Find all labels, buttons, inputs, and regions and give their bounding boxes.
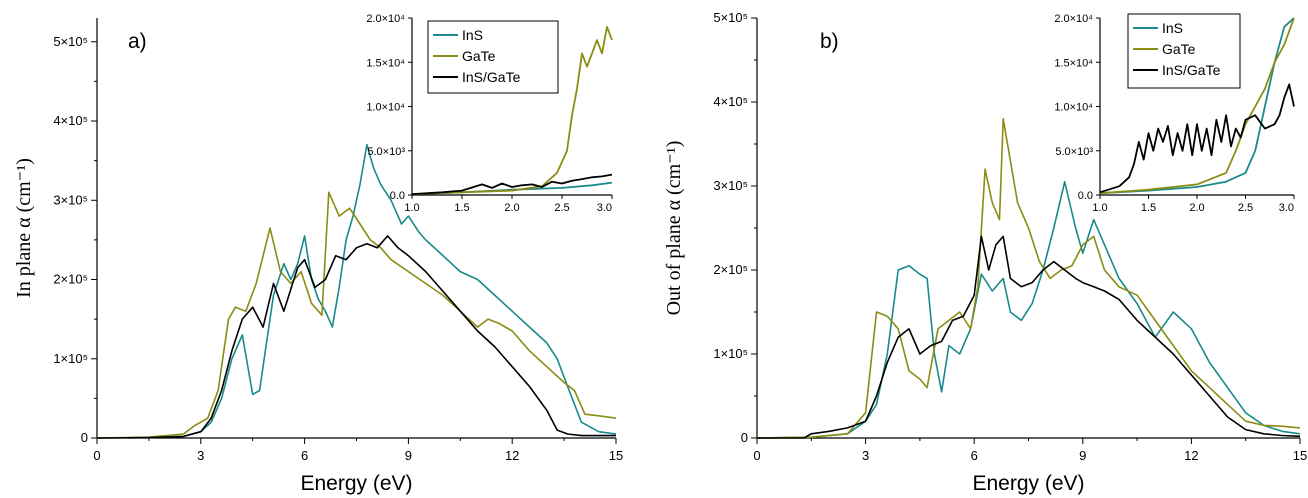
y-tick-label: 3×10⁵ bbox=[53, 192, 88, 207]
x-tick-label: 9 bbox=[405, 448, 412, 463]
inset-x-tick-label: 3.0 bbox=[597, 202, 612, 214]
inset-series-line-ins-gate bbox=[1099, 83, 1295, 194]
x-tick-label: 0 bbox=[93, 448, 100, 463]
legend-label: InS bbox=[462, 27, 483, 43]
series-line-ins-gate bbox=[96, 235, 616, 439]
inset-x-tick-label: 3.0 bbox=[1279, 202, 1294, 214]
x-tick-label: 3 bbox=[197, 448, 204, 463]
plot-area bbox=[96, 144, 617, 439]
inset-y-tick-label: 2.0×10⁴ bbox=[366, 13, 405, 25]
inset-x-tick-label: 2.5 bbox=[554, 202, 569, 214]
y-tick-label: 1×10⁵ bbox=[53, 351, 88, 366]
x-axis-title: Energy (eV) bbox=[972, 472, 1084, 495]
panel-label: b) bbox=[820, 30, 839, 53]
y-tick-label: 0 bbox=[741, 430, 748, 445]
y-axis-title: Out of plane α (cm⁻¹) bbox=[663, 141, 685, 316]
inset-y-tick-label: 2.0×10⁴ bbox=[1054, 13, 1093, 25]
inset-y-tick-label: 0.0 bbox=[390, 190, 405, 202]
legend-label: InS bbox=[1162, 20, 1183, 36]
inset-y-tick-label: 0.0 bbox=[1078, 190, 1093, 202]
legend-label: GaTe bbox=[1162, 41, 1196, 57]
series-line-ins bbox=[96, 144, 617, 439]
legend-label: GaTe bbox=[462, 48, 496, 64]
inset-series-line-gate bbox=[1099, 17, 1295, 195]
plot-area bbox=[756, 118, 1301, 439]
x-tick-label: 6 bbox=[971, 448, 978, 463]
inset-series-line-ins bbox=[1099, 17, 1295, 195]
series-line-gate bbox=[756, 118, 1301, 439]
inset-y-tick-label: 5.0×10³ bbox=[1055, 146, 1093, 158]
y-tick-label: 2×10⁵ bbox=[53, 272, 88, 287]
inset-x-tick-label: 2.5 bbox=[1238, 202, 1253, 214]
inset-plot-area bbox=[411, 25, 613, 195]
panel-label: a) bbox=[128, 30, 147, 53]
inset-y-tick-label: 1.5×10⁴ bbox=[366, 57, 405, 69]
inset-y-tick-label: 5.0×10³ bbox=[367, 146, 405, 158]
y-tick-label: 0 bbox=[81, 430, 88, 445]
inset-y-tick-label: 1.5×10⁴ bbox=[1054, 57, 1093, 69]
x-tick-label: 3 bbox=[862, 448, 869, 463]
inset-series-line-gate bbox=[411, 25, 613, 195]
x-tick-label: 9 bbox=[1079, 448, 1086, 463]
inset-plot-area bbox=[1099, 17, 1295, 195]
x-tick-label: 15 bbox=[609, 448, 623, 463]
y-axis-title: In plane α (cm⁻¹) bbox=[13, 158, 35, 298]
y-tick-label: 5×10⁵ bbox=[713, 10, 748, 25]
inset-x-tick-label: 2.0 bbox=[504, 202, 519, 214]
inset-series-line-ins-gate bbox=[411, 173, 613, 195]
series-line-ins-gate bbox=[757, 235, 1301, 439]
y-tick-label: 4×10⁵ bbox=[713, 94, 748, 109]
inset-x-tick-label: 2.0 bbox=[1189, 202, 1204, 214]
series-line-ins bbox=[756, 181, 1301, 439]
x-tick-label: 12 bbox=[1184, 448, 1198, 463]
inset-x-tick-label: 1.0 bbox=[1092, 202, 1107, 214]
x-axis-title: Energy (eV) bbox=[300, 472, 412, 495]
x-tick-label: 6 bbox=[301, 448, 308, 463]
x-tick-label: 15 bbox=[1293, 448, 1307, 463]
y-tick-label: 2×10⁵ bbox=[713, 262, 748, 277]
y-tick-label: 1×10⁵ bbox=[713, 346, 748, 361]
y-tick-label: 3×10⁵ bbox=[713, 178, 748, 193]
inset-x-tick-label: 1.5 bbox=[1141, 202, 1156, 214]
legend-box bbox=[1127, 13, 1241, 89]
series-line-gate bbox=[96, 191, 617, 439]
inset-y-tick-label: 1.0×10⁴ bbox=[366, 102, 405, 114]
y-tick-label: 5×10⁵ bbox=[53, 34, 88, 49]
legend-label: InS/GaTe bbox=[462, 69, 521, 85]
inset-y-tick-label: 1.0×10⁴ bbox=[1054, 102, 1093, 114]
x-tick-label: 12 bbox=[505, 448, 519, 463]
legend-label: InS/GaTe bbox=[1162, 62, 1221, 78]
y-tick-label: 4×10⁵ bbox=[53, 113, 88, 128]
inset-x-tick-label: 1.0 bbox=[404, 202, 419, 214]
x-tick-label: 0 bbox=[753, 448, 760, 463]
inset-x-tick-label: 1.5 bbox=[454, 202, 469, 214]
